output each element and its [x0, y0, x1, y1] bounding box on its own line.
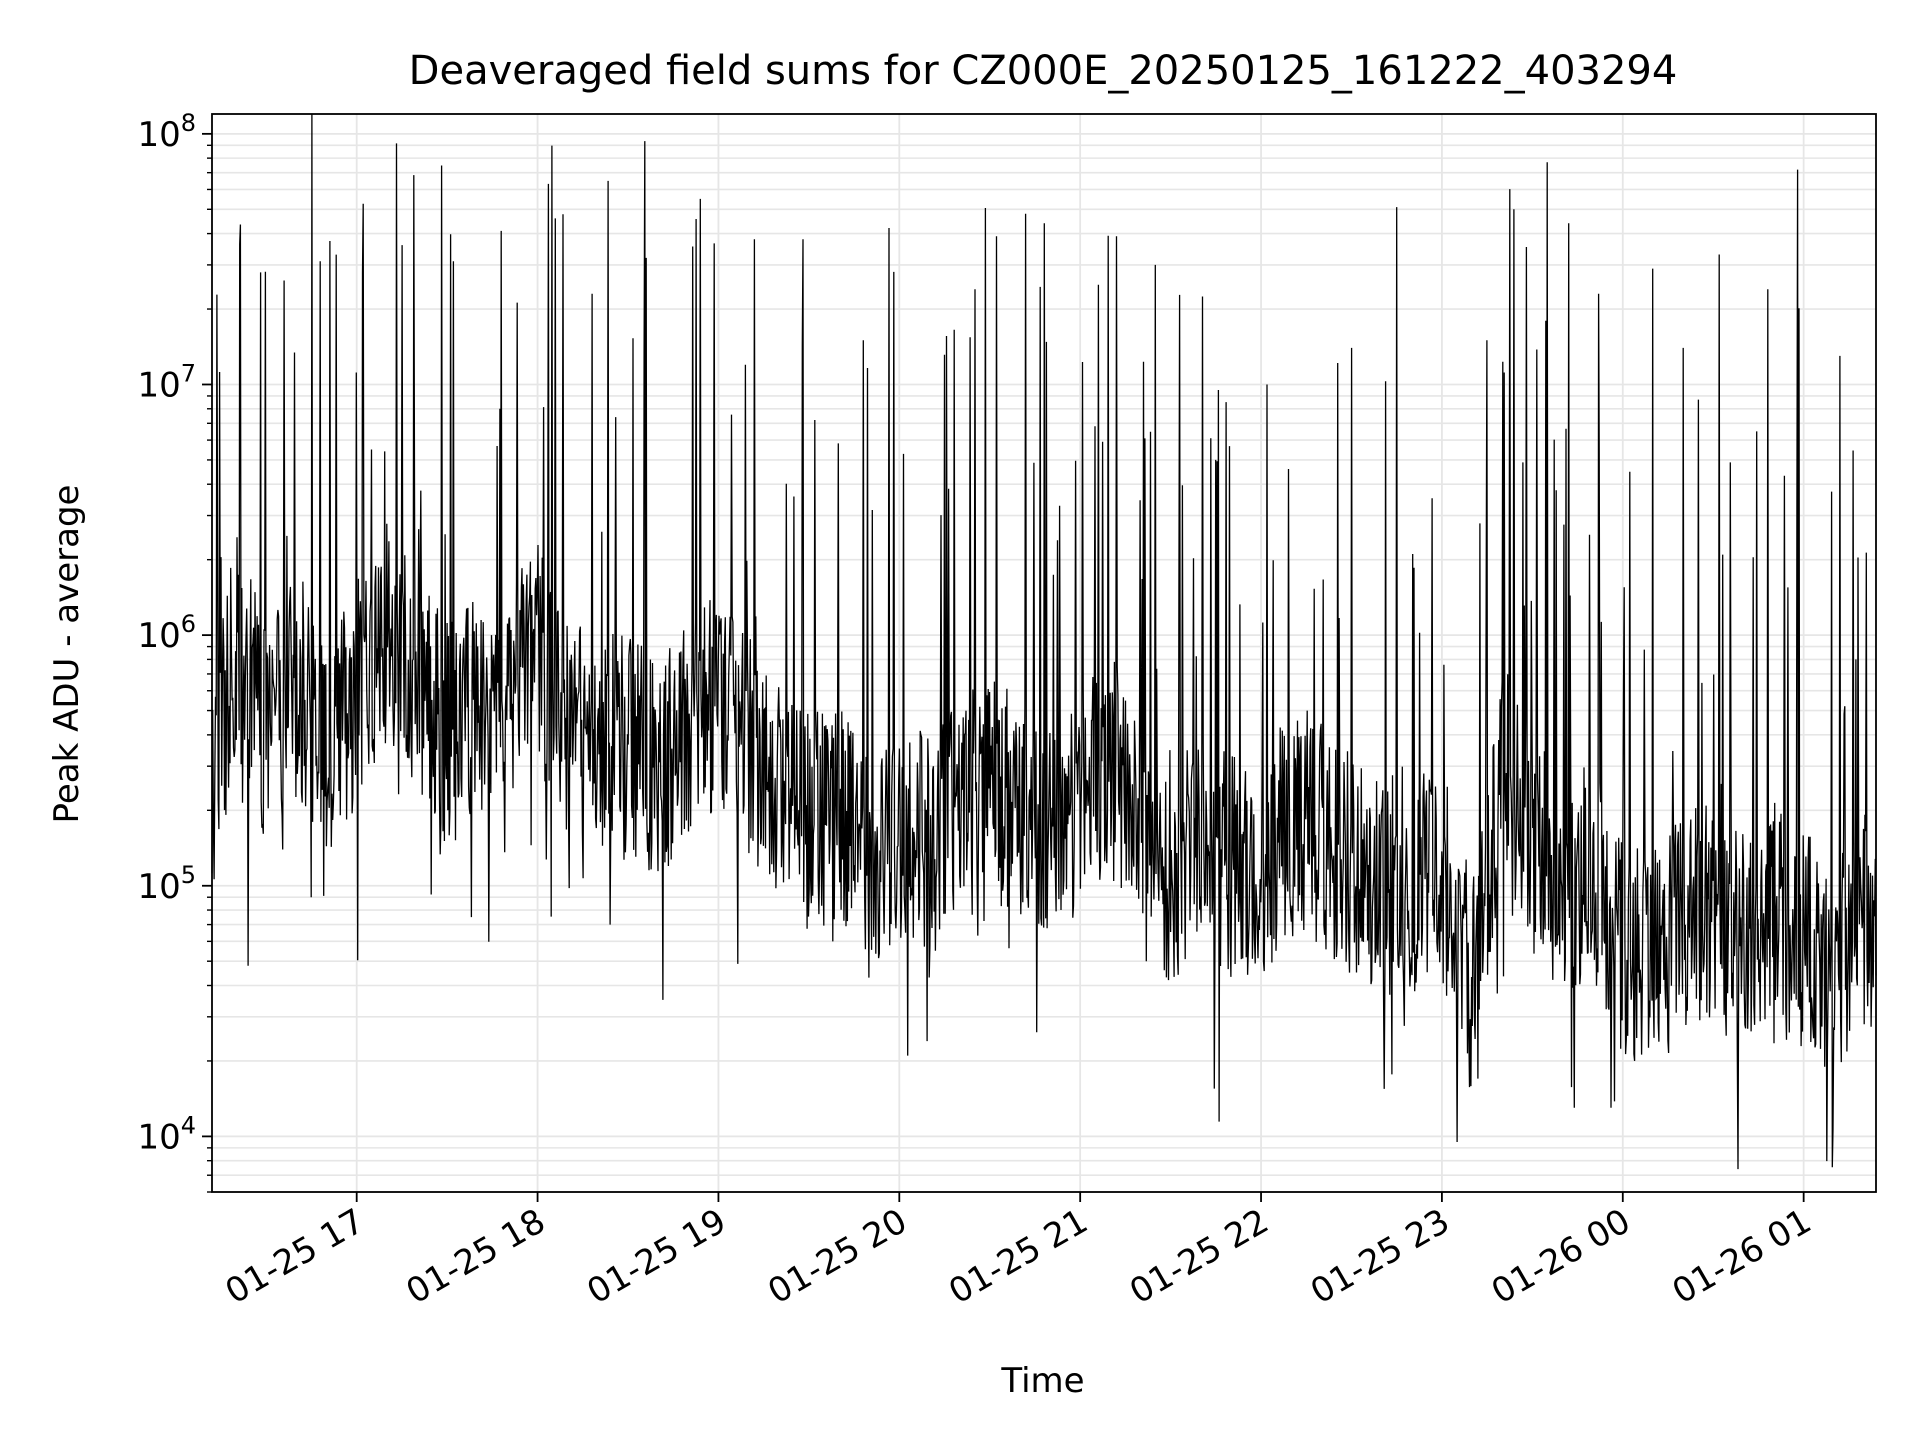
major-gridlines [212, 114, 1876, 1192]
y-tick-label: 108 [137, 109, 196, 155]
series-layer [211, 113, 1877, 1170]
y-tick-label: 106 [137, 610, 196, 656]
y-tick-label: 107 [137, 359, 196, 405]
plot-frame [211, 113, 1877, 1193]
chart-title: Deaveraged field sums for CZ000E_2025012… [409, 48, 1678, 94]
x-axis-label: Time [1000, 1361, 1084, 1401]
y-axis-label: Peak ADU - average [47, 485, 87, 824]
y-tick-label: 104 [137, 1111, 196, 1157]
series-line [211, 113, 1877, 1170]
y-tick-label: 105 [137, 861, 196, 907]
